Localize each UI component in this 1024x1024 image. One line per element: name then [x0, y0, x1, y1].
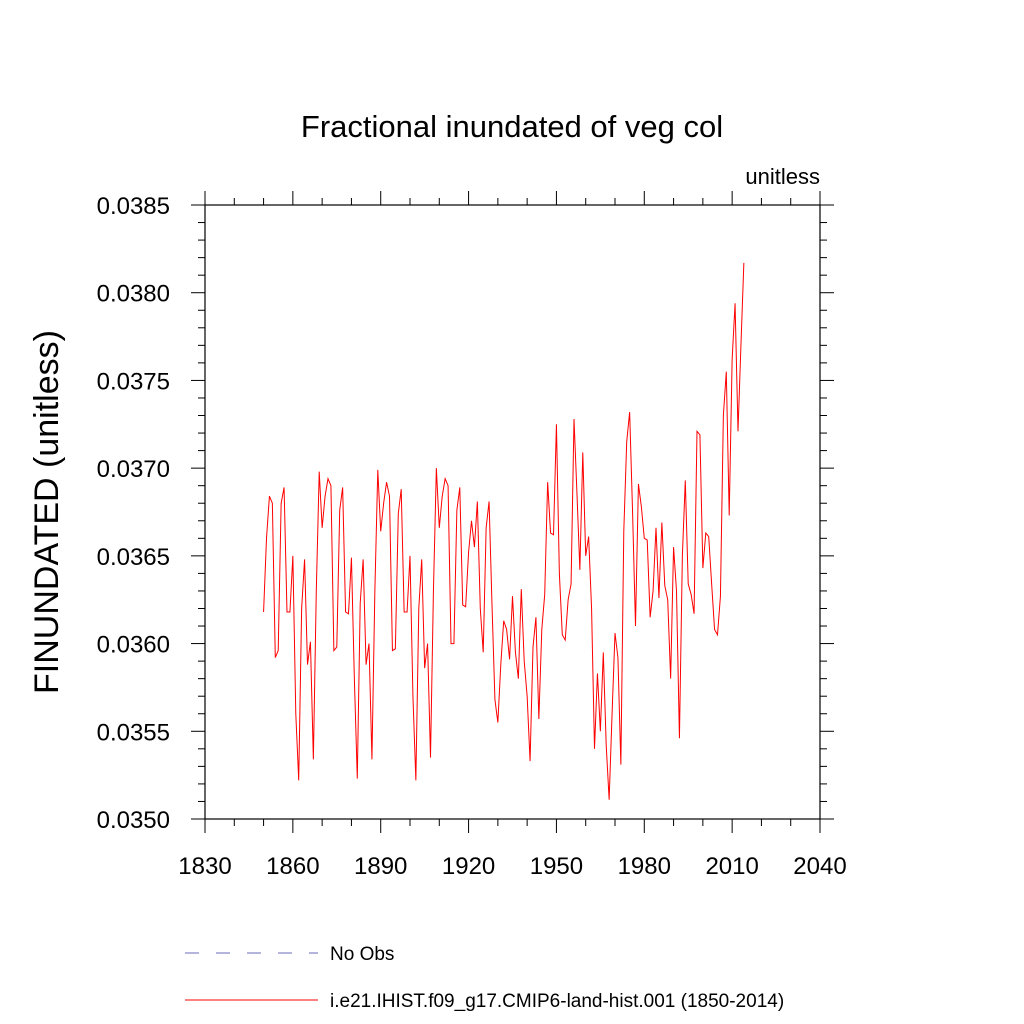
y-tick-label: 0.0365 [97, 544, 170, 571]
y-tick-label: 0.0355 [97, 719, 170, 746]
tick-marks [191, 191, 834, 833]
chart-title: Fractional inundated of veg col [301, 109, 723, 144]
plot-series [263, 262, 745, 800]
y-tick-label: 0.0380 [97, 281, 170, 308]
y-tick-label: 0.0375 [97, 368, 170, 395]
x-tick-label: 2040 [793, 853, 846, 880]
x-tick-label: 1860 [266, 853, 319, 880]
x-tick-label: 2010 [705, 853, 758, 880]
x-tick-label: 1830 [178, 853, 231, 880]
legend-label-ihist: i.e21.IHIST.f09_g17.CMIP6-land-hist.001 … [330, 991, 784, 1012]
x-tick-label: 1980 [618, 853, 671, 880]
y-axis-label: FINUNDATED (unitless) [28, 330, 66, 694]
units-label: unitless [745, 164, 820, 189]
x-tick-label: 1950 [530, 853, 583, 880]
x-tick-labels: 1830 1860 1890 1920 1950 1980 2010 2040 [178, 853, 846, 880]
plot-frame [204, 204, 821, 820]
y-tick-labels: 0.0350 0.0355 0.0360 0.0365 0.0370 0.0375 0.03… [97, 193, 170, 834]
y-tick-label: 0.0385 [97, 193, 170, 220]
y-tick-label: 0.0350 [97, 807, 170, 834]
y-tick-label: 0.0370 [97, 456, 170, 483]
y-tick-label: 0.0360 [97, 632, 170, 659]
x-tick-label: 1920 [442, 853, 495, 880]
series-line-1 [263, 262, 745, 800]
x-tick-label: 1890 [354, 853, 407, 880]
legend: No Obs i.e21.IHIST.f09_g17.CMIP6-land-hi… [185, 944, 784, 1012]
legend-label-no-obs: No Obs [330, 944, 394, 965]
